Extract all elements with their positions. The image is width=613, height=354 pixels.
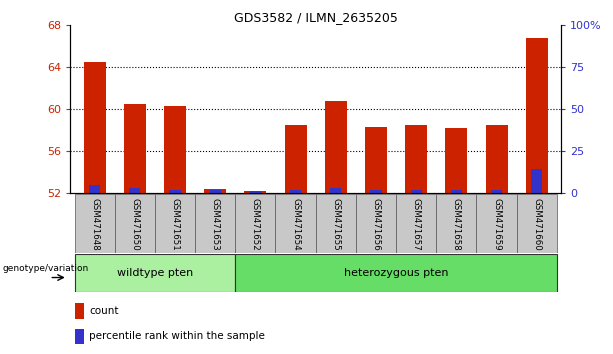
Bar — [411, 190, 422, 193]
Bar — [275, 194, 316, 253]
Bar — [476, 194, 517, 253]
Bar — [235, 254, 557, 292]
Text: percentile rank within the sample: percentile rank within the sample — [89, 331, 265, 341]
Bar — [169, 190, 181, 193]
Bar — [129, 188, 140, 193]
Bar — [290, 190, 301, 193]
Text: GSM471658: GSM471658 — [452, 198, 461, 251]
Bar — [370, 190, 382, 193]
Bar — [124, 104, 146, 193]
Bar — [235, 194, 275, 253]
Text: GSM471657: GSM471657 — [412, 198, 421, 251]
Bar — [445, 128, 468, 193]
Bar — [75, 329, 84, 344]
Text: GSM471654: GSM471654 — [291, 198, 300, 251]
Text: wildtype pten: wildtype pten — [117, 268, 193, 278]
Bar — [75, 194, 115, 253]
Text: GSM471651: GSM471651 — [170, 198, 180, 251]
Bar — [210, 190, 221, 193]
Bar — [365, 127, 387, 193]
Title: GDS3582 / ILMN_2635205: GDS3582 / ILMN_2635205 — [234, 11, 398, 24]
Bar — [396, 194, 436, 253]
Text: genotype/variation: genotype/variation — [2, 264, 88, 273]
Bar — [75, 254, 235, 292]
Text: GSM471655: GSM471655 — [331, 198, 340, 251]
Bar — [284, 125, 306, 193]
Text: GSM471660: GSM471660 — [532, 198, 541, 251]
Bar — [356, 194, 396, 253]
Bar — [89, 184, 101, 193]
Bar — [204, 189, 226, 193]
Bar — [115, 194, 155, 253]
Text: count: count — [89, 306, 119, 316]
Bar — [517, 194, 557, 253]
Text: GSM471656: GSM471656 — [371, 198, 381, 251]
Bar — [531, 169, 543, 193]
Text: GSM471650: GSM471650 — [131, 198, 139, 251]
Bar — [83, 62, 105, 193]
Bar — [491, 190, 502, 193]
Bar — [164, 106, 186, 193]
Bar — [249, 191, 261, 193]
Text: GSM471648: GSM471648 — [90, 198, 99, 251]
Text: GSM471652: GSM471652 — [251, 198, 260, 251]
Bar — [330, 188, 341, 193]
Bar — [405, 125, 427, 193]
Text: GSM471659: GSM471659 — [492, 198, 501, 251]
Text: GSM471653: GSM471653 — [211, 198, 219, 251]
Text: heterozygous pten: heterozygous pten — [344, 268, 448, 278]
Bar — [155, 194, 195, 253]
Bar — [451, 190, 462, 193]
Bar — [195, 194, 235, 253]
Bar — [485, 125, 508, 193]
Bar — [436, 194, 476, 253]
Bar — [316, 194, 356, 253]
Bar — [245, 191, 267, 193]
Bar — [325, 102, 347, 193]
Bar — [75, 303, 84, 319]
Bar — [526, 39, 548, 193]
